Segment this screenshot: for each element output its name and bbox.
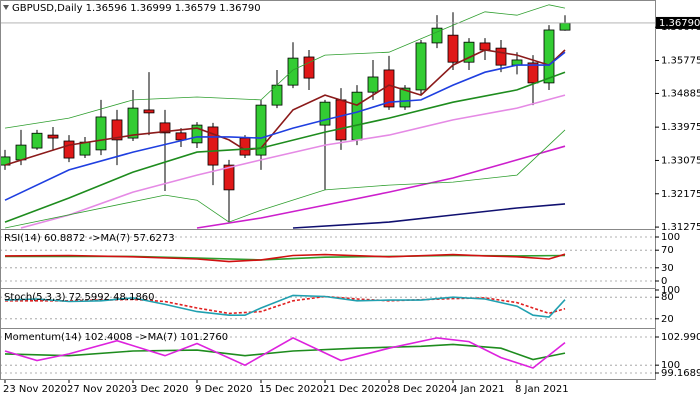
indicator-line: [4, 129, 566, 229]
candle-body: [351, 91, 363, 141]
title-icon: [3, 5, 9, 10]
indicator-line: [4, 253, 566, 263]
y-tick-label: 100: [661, 232, 680, 243]
candle-body: [287, 57, 299, 86]
indicator-line: [4, 51, 566, 201]
indicator-line: [196, 145, 566, 229]
candle-body: [191, 124, 203, 144]
x-tick-label: 23 Nov 2020: [3, 384, 67, 395]
x-tick-label: 15 Dec 2020: [259, 384, 323, 395]
candle-body: [207, 126, 219, 166]
candle-body: [111, 119, 123, 141]
candle-body: [319, 101, 331, 126]
panel-frame: [0, 328, 656, 380]
y-tick-label: 99.1689: [661, 368, 700, 379]
y-tick-label: 30: [661, 263, 674, 274]
candle-body: [431, 27, 443, 44]
candle-body: [463, 41, 475, 63]
candle-body: [335, 99, 347, 141]
candle-body: [95, 116, 107, 151]
panel: [1, 336, 655, 374]
candle-body: [479, 42, 491, 51]
y-tick-label: 80: [661, 292, 674, 303]
candle-body: [143, 109, 155, 114]
panel-title: Stoch(5,3,3) 72.5992 48.1860: [4, 292, 155, 303]
candle-body: [255, 104, 267, 156]
x-tick-label: 9 Dec 2020: [195, 384, 253, 395]
y-tick-label: 0: [661, 276, 667, 287]
x-tick-label: 27 Nov 2020: [67, 384, 131, 395]
panel-title: RSI(14) 60.8872 ->MA(7) 57.6273: [4, 233, 175, 244]
panel-title: GBPUSD,Daily 1.36596 1.36999 1.36579 1.3…: [12, 3, 261, 14]
candle-body: [527, 62, 539, 84]
candle-body: [63, 140, 75, 159]
candle-body: [31, 132, 43, 149]
y-tick-label: 20: [661, 314, 674, 325]
y-tick-label: 1.34885: [661, 88, 700, 99]
y-tick-label: 1.33075: [661, 155, 700, 166]
candle-body: [159, 122, 171, 134]
candle-body: [303, 56, 315, 79]
indicator-line: [4, 294, 566, 318]
indicator-line: [20, 94, 566, 229]
y-tick-label: 1.32175: [661, 189, 700, 200]
y-tick-label: 1.33975: [661, 122, 700, 133]
indicator-line: [292, 203, 566, 229]
candle-body: [447, 34, 459, 63]
indicator-line: [5, 295, 566, 315]
x-tick-label: 4 Jan 2021: [451, 384, 505, 395]
indicator-line: [4, 49, 566, 166]
x-tick-label: 8 Jan 2021: [515, 384, 569, 395]
candle-body: [559, 22, 571, 31]
last-price-label: 1.36790: [659, 18, 700, 29]
x-tick-label: 28 Dec 2020: [387, 384, 451, 395]
candle-body: [495, 47, 507, 66]
candle-body: [47, 134, 59, 139]
y-tick-label: 1.35775: [661, 56, 700, 67]
y-tick-label: 70: [661, 245, 674, 256]
indicator-line: [4, 4, 566, 129]
candle-body: [15, 144, 27, 161]
indicator-line: [4, 336, 566, 369]
candle-body: [79, 141, 91, 156]
y-tick-label: 1.31275: [661, 222, 700, 233]
candle-body: [543, 29, 555, 84]
candle-body: [239, 137, 251, 156]
y-tick-label: 100: [661, 360, 680, 371]
panel-title: Momentum(14) 102.4008 ->MA(7) 101.2760: [4, 332, 228, 343]
candle-body: [367, 76, 379, 93]
candle-body: [223, 164, 235, 191]
indicator-line: [4, 343, 566, 361]
candle-body: [127, 107, 139, 139]
x-tick-label: 21 Dec 2020: [323, 384, 387, 395]
last-price-box: [656, 16, 700, 29]
x-tick-label: 3 Dec 2020: [131, 384, 189, 395]
y-tick-label: 102.9903: [661, 332, 700, 343]
panel: [1, 294, 655, 320]
indicator-line: [4, 71, 566, 223]
candle-body: [399, 87, 411, 108]
candle-body: [175, 132, 187, 141]
candle-body: [415, 42, 427, 91]
y-tick-label: 100: [661, 285, 680, 296]
panel: [1, 236, 655, 282]
panel: [1, 4, 655, 229]
